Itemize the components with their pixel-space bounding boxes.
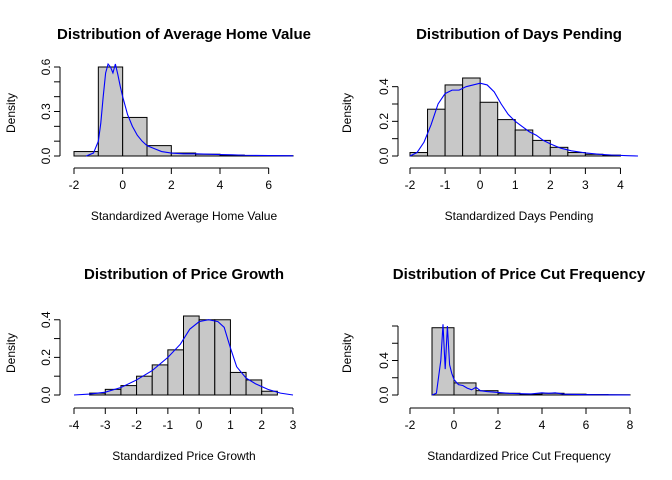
- x-tick-label: -3: [100, 418, 111, 432]
- histogram-bar: [73, 151, 99, 157]
- histogram-bar: [122, 116, 148, 157]
- chart-title: Distribution of Price Cut Frequency: [393, 266, 646, 283]
- histogram-bar: [151, 364, 169, 396]
- x-tick-label: 6: [583, 418, 590, 432]
- plot-area: -2 0 2 4 6 0.0 0.3 0.6: [39, 58, 294, 192]
- x-tick-label: 4: [217, 178, 224, 192]
- x-tick-label: 4: [539, 418, 546, 432]
- x-axis-label: Standardized Average Home Value: [91, 209, 278, 223]
- plot-area: -2 0 2 4 6 8 0.0 0.4: [377, 324, 634, 432]
- x-tick-label: 0: [119, 178, 126, 192]
- density-curve: [431, 324, 631, 396]
- y-axis-label: Density: [340, 93, 354, 133]
- y-axis-label: Density: [4, 333, 18, 373]
- chart-title: Distribution of Price Growth: [84, 266, 284, 283]
- x-tick-label: -2: [69, 178, 80, 192]
- x-tick-label: 2: [258, 418, 265, 432]
- density-curve: [73, 319, 294, 396]
- x-tick-label: 2: [495, 418, 502, 432]
- histogram-bar: [167, 349, 185, 396]
- chart-title: Distribution of Days Pending: [416, 26, 622, 43]
- histogram-bar: [567, 152, 586, 157]
- y-tick-label: 0.6: [39, 58, 53, 75]
- histogram-bar: [479, 101, 499, 157]
- x-tick-label: -2: [405, 418, 416, 432]
- x-axis-label: Standardized Price Growth: [112, 449, 255, 463]
- x-tick-label: 4: [617, 178, 624, 192]
- histogram-bar: [453, 382, 477, 396]
- histogram-bar: [497, 119, 516, 157]
- x-tick-label: -1: [440, 178, 451, 192]
- x-axis-label: Standardized Price Cut Frequency: [427, 449, 610, 463]
- y-axis-label: Density: [340, 333, 354, 373]
- x-tick-label: -1: [163, 418, 174, 432]
- y-tick-label: 0.0: [39, 147, 53, 164]
- panel-average-home-value: Distribution of Average Home Value Stand…: [4, 26, 311, 223]
- histogram-bar: [261, 390, 278, 396]
- panel-days-pending: Distribution of Days Pending Standardize…: [340, 26, 639, 223]
- y-tick-label: 0.0: [39, 386, 53, 403]
- y-tick-label: 0.2: [39, 349, 53, 366]
- y-tick-label: 0.2: [377, 113, 391, 130]
- histogram-bar: [245, 379, 263, 396]
- histogram-bar: [214, 319, 231, 396]
- density-curve: [409, 82, 639, 157]
- y-axis-label: Density: [4, 93, 18, 133]
- x-tick-label: -2: [131, 418, 142, 432]
- x-tick-label: 6: [265, 178, 272, 192]
- plot-area: -4 -3 -2 -1 0 1 2 3 0.0 0.2 0.4: [39, 311, 297, 432]
- x-tick-label: 8: [627, 418, 634, 432]
- y-tick-label: 0.0: [377, 386, 391, 403]
- y-tick-label: 0.3: [39, 103, 53, 120]
- y-tick-label: 0.0: [377, 147, 391, 164]
- x-tick-label: 0: [477, 178, 484, 192]
- x-tick-label: 0: [451, 418, 458, 432]
- chart-title: Distribution of Average Home Value: [57, 26, 311, 43]
- y-tick-label: 0.4: [377, 78, 391, 95]
- x-tick-label: -4: [69, 418, 80, 432]
- histogram-bar: [549, 146, 569, 157]
- x-tick-label: 0: [196, 418, 203, 432]
- panel-price-cut-frequency: Distribution of Price Cut Frequency Stan…: [340, 266, 646, 463]
- plot-area: -2 -1 0 1 2 3 4 0.0 0.2 0.4: [377, 77, 639, 192]
- histogram-bar: [198, 319, 216, 396]
- x-tick-label: 2: [168, 178, 175, 192]
- histogram-bar: [120, 385, 138, 396]
- y-tick-label: 0.4: [377, 352, 391, 369]
- x-tick-label: 1: [512, 178, 519, 192]
- x-axis-label: Standardized Days Pending: [445, 209, 594, 223]
- density-curve: [85, 62, 294, 157]
- histogram-bar: [514, 129, 534, 157]
- histogram-bar: [444, 84, 464, 157]
- x-tick-label: 3: [582, 178, 589, 192]
- histogram-bar: [462, 77, 481, 157]
- x-tick-label: 2: [547, 178, 554, 192]
- x-tick-label: 1: [227, 418, 234, 432]
- histogram-bar: [427, 108, 446, 157]
- y-tick-label: 0.4: [39, 311, 53, 328]
- x-tick-label: 3: [290, 418, 297, 432]
- histogram-bar: [431, 327, 455, 396]
- panel-price-growth: Distribution of Price Growth Standardize…: [4, 266, 297, 463]
- x-tick-label: -2: [405, 178, 416, 192]
